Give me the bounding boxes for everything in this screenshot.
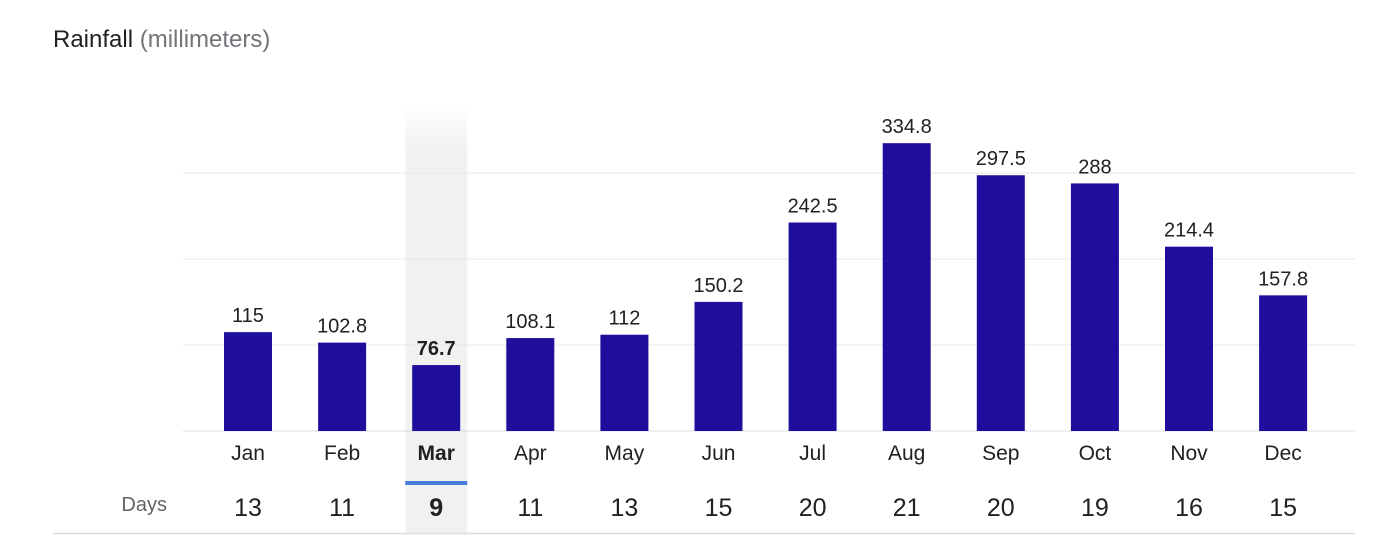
days-value: 15	[705, 494, 733, 522]
value-label: 288	[1078, 156, 1111, 178]
month-tick-label[interactable]: Jul	[799, 442, 826, 465]
days-value: 13	[610, 494, 638, 522]
chart-title: Rainfall (millimeters)	[53, 26, 270, 54]
bar-apr[interactable]	[506, 338, 555, 431]
days-value: 11	[517, 494, 543, 522]
month-tick-label[interactable]: Feb	[324, 442, 360, 465]
days-value: 19	[1081, 494, 1109, 522]
value-label: 150.2	[693, 275, 743, 297]
month-tick-label[interactable]: May	[605, 442, 645, 465]
value-label: 214.4	[1164, 220, 1214, 242]
days-value: 13	[234, 494, 262, 522]
title-text: Rainfall	[53, 26, 134, 53]
title-unit: (millimeters)	[139, 26, 271, 53]
month-tick-label[interactable]: Apr	[514, 442, 547, 465]
days-value: 16	[1175, 494, 1203, 522]
month-tick-label[interactable]: Oct	[1079, 442, 1112, 465]
month-tick-label[interactable]: Jan	[231, 442, 265, 465]
bar-sep[interactable]	[976, 175, 1025, 431]
month-tick-label[interactable]: Jun	[702, 442, 736, 465]
bar-feb[interactable]	[318, 342, 367, 431]
days-value: 20	[987, 494, 1015, 522]
value-label: 112	[608, 308, 640, 330]
days-value: 20	[799, 494, 827, 522]
month-tick-label[interactable]: Sep	[982, 442, 1019, 465]
bar-jun[interactable]	[694, 301, 743, 431]
month-tick-label[interactable]: Nov	[1170, 442, 1208, 465]
selected-month-indicator	[405, 481, 468, 485]
bar-mar[interactable]	[412, 365, 461, 431]
value-label: 115	[232, 305, 264, 327]
value-label: 157.8	[1258, 268, 1308, 290]
bar-aug[interactable]	[882, 143, 931, 432]
bar-oct[interactable]	[1070, 183, 1119, 431]
value-label: 102.8	[317, 316, 367, 338]
days-value: 9	[429, 494, 443, 522]
value-label: 334.8	[882, 116, 932, 138]
month-tick-label[interactable]: Aug	[888, 442, 925, 465]
value-label: 297.5	[976, 148, 1026, 170]
value-label: 108.1	[505, 311, 555, 333]
bar-dec[interactable]	[1259, 295, 1308, 431]
value-label: 242.5	[788, 196, 838, 218]
month-tick-label[interactable]: Dec	[1264, 442, 1301, 465]
month-tick-label[interactable]: Mar	[418, 442, 455, 465]
days-value: 21	[893, 494, 921, 522]
bar-nov[interactable]	[1165, 246, 1213, 431]
days-value: 11	[329, 494, 355, 522]
days-value: 15	[1269, 494, 1297, 522]
bar-jul[interactable]	[788, 222, 837, 431]
value-label: 76.7	[417, 338, 456, 360]
selected-column-highlight	[405, 103, 468, 534]
days-row-label: Days	[121, 494, 167, 516]
bar-may[interactable]	[600, 334, 649, 431]
bar-jan[interactable]	[224, 332, 272, 431]
